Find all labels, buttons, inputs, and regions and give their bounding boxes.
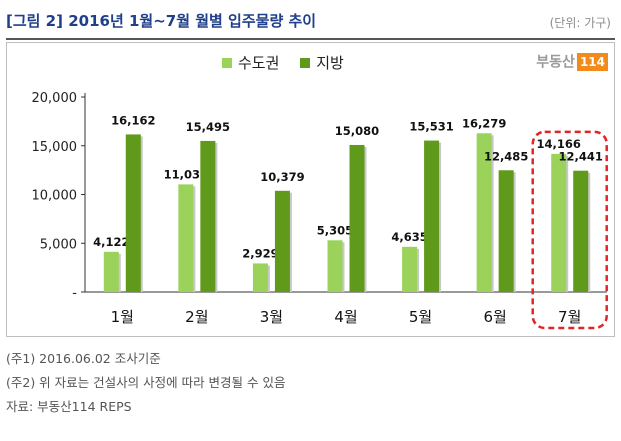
bar-series2 — [125, 134, 141, 292]
x-tick-label: 7월 — [558, 308, 581, 326]
brand-number: 114 — [576, 52, 608, 71]
bar-series2 — [200, 140, 216, 292]
x-tick-label: 2월 — [185, 308, 208, 326]
data-label-series2: 16,162 — [111, 113, 155, 127]
footnote-2: (주2) 위 자료는 건설사의 사정에 따라 변경될 수 있음 — [6, 375, 286, 390]
data-label-series1: 11,038 — [164, 167, 208, 181]
footnote-1: (주1) 2016.06.02 조사기준 — [6, 351, 161, 366]
title-divider — [6, 38, 615, 40]
legend-swatch-series1 — [222, 58, 232, 68]
unit-label: (단위: 가구) — [549, 16, 611, 30]
bar-series2 — [498, 170, 514, 292]
header: [그림 2] 2016년 1월~7월 월별 입주물량 추이 (단위: 가구) — [6, 6, 615, 34]
x-tick-label: 4월 — [334, 308, 357, 326]
x-tick-label: 6월 — [483, 308, 506, 326]
y-tick-label: 15,000 — [32, 140, 78, 155]
bar-series1 — [103, 251, 119, 292]
data-label-series1: 16,279 — [462, 116, 506, 130]
bar-series1 — [402, 246, 418, 292]
y-tick-label: 20,000 — [32, 91, 78, 106]
bar-series1 — [327, 240, 343, 292]
data-label-series2: 12,485 — [484, 149, 528, 163]
legend-item-series2: 지방 — [300, 52, 344, 73]
data-label-series1: 2,929 — [242, 246, 278, 260]
y-tick-label: 10,000 — [32, 189, 78, 204]
x-tick-label: 3월 — [260, 308, 283, 326]
bar-series2 — [573, 170, 589, 292]
legend-item-series1: 수도권 — [222, 52, 279, 73]
legend-label-series2: 지방 — [316, 54, 344, 72]
y-tick-label: 5,000 — [40, 237, 77, 252]
y-tick-label: - — [72, 286, 77, 301]
data-label-series2: 15,531 — [409, 120, 453, 134]
legend-label-series1: 수도권 — [238, 54, 280, 72]
data-label-series2: 15,495 — [186, 120, 230, 134]
brand-logo: 부동산 114 — [536, 51, 608, 73]
bar-series1 — [476, 133, 492, 292]
x-tick-label: 5월 — [409, 308, 432, 326]
legend-swatch-series2 — [300, 58, 311, 68]
data-label-series1: 4,635 — [391, 230, 427, 244]
legend: 수도권 지방 — [222, 52, 360, 74]
bar-series1 — [252, 263, 268, 292]
bar-series1 — [178, 184, 194, 292]
bar-series2 — [349, 144, 365, 292]
bar-chart: - 5,000 10,000 15,000 20,000 4,122 16,162 1월 11,… — [32, 91, 608, 330]
data-label-series2: 15,080 — [335, 124, 379, 138]
chart-panel: 수도권 지방 부동산 114 - 5,000 10,000 15,000 20,000 4,… — [6, 42, 615, 337]
chart-title: [그림 2] 2016년 1월~7월 월별 입주물량 추이 — [6, 12, 317, 30]
data-label-series2: 12,441 — [559, 150, 603, 164]
data-label-series2: 10,379 — [260, 170, 304, 184]
data-label-series1: 14,166 — [537, 137, 581, 151]
bar-series2 — [424, 140, 440, 292]
data-label-series1: 4,122 — [93, 235, 129, 249]
data-label-series1: 5,305 — [317, 223, 353, 237]
bar-series1 — [551, 153, 567, 292]
source-note: 자료: 부동산114 REPS — [6, 399, 132, 414]
bar-series2 — [274, 190, 290, 292]
highlight-box — [531, 130, 608, 330]
footnotes: (주1) 2016.06.02 조사기준 (주2) 위 자료는 건설사의 사정에… — [6, 347, 286, 419]
brand-name: 부동산 — [536, 54, 575, 71]
x-tick-label: 1월 — [111, 308, 134, 326]
